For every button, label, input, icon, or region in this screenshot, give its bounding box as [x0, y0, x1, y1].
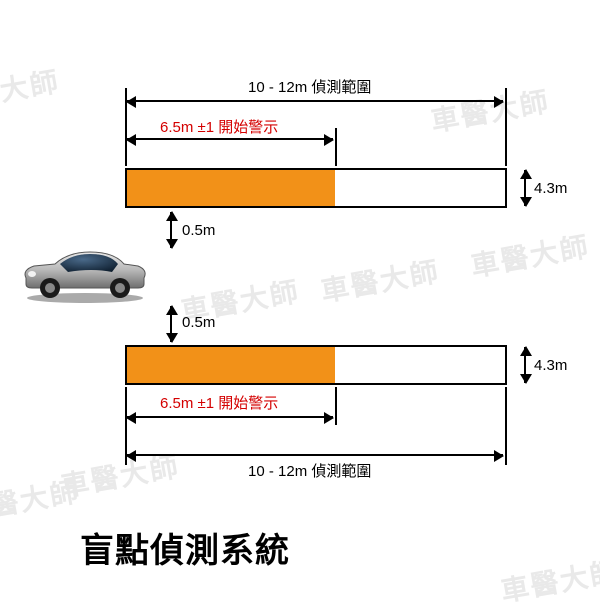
tick — [335, 128, 337, 166]
bottom-detect-range-label: 10 - 12m 偵測範圍 — [248, 460, 371, 481]
top-detect-range-line — [127, 100, 503, 102]
top-detect-range-label: 10 - 12m 偵測範圍 — [248, 76, 371, 97]
top-warning-zone-fill — [127, 170, 335, 206]
tick — [335, 387, 337, 425]
bottom-warn-line — [127, 416, 333, 418]
bottom-detect-range-line — [127, 454, 503, 456]
bottom-zone-width-label: 4.3m — [534, 357, 567, 374]
gap-top-label: 0.5m — [182, 222, 215, 239]
top-zone-width-label: 4.3m — [534, 180, 567, 197]
watermark: 車醫大師 — [497, 550, 600, 610]
bottom-warn-label: 6.5m ±1 開始警示 — [160, 392, 278, 413]
car-icon — [20, 248, 150, 304]
gap-top-line — [170, 212, 172, 248]
watermark: 車醫大師 — [317, 250, 442, 310]
watermark: 車醫大師 — [427, 80, 552, 140]
top-warn-line — [127, 138, 333, 140]
top-warn-label: 6.5m ±1 開始警示 — [160, 116, 278, 137]
tick — [505, 88, 507, 166]
top-zone-width-line — [524, 170, 526, 206]
gap-bottom-label: 0.5m — [182, 314, 215, 331]
watermark: 車醫大師 — [0, 470, 83, 530]
gap-bottom-line — [170, 306, 172, 342]
tick — [505, 387, 507, 465]
watermark: 車醫大師 — [0, 60, 63, 120]
bottom-warning-zone-fill — [127, 347, 335, 383]
bottom-zone-width-line — [524, 347, 526, 383]
diagram-title: 盲點偵測系統 — [80, 523, 290, 572]
watermark: 車醫大師 — [467, 225, 592, 285]
